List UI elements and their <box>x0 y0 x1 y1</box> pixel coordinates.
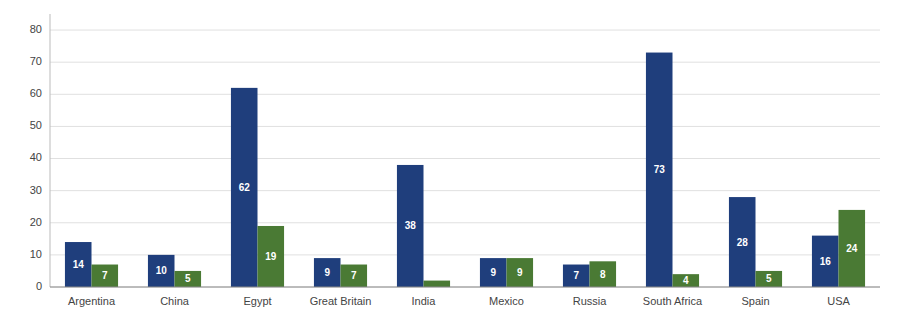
bar <box>590 261 617 287</box>
data-label: 28 <box>737 237 749 248</box>
grid-line <box>50 190 880 191</box>
grid-line <box>50 62 880 63</box>
y-tick-label: 0 <box>36 280 42 292</box>
data-label: 10 <box>156 265 168 276</box>
data-label: 73 <box>654 164 666 175</box>
x-axis-line <box>50 287 880 288</box>
bar <box>424 281 451 287</box>
bar <box>480 258 507 287</box>
x-tick-label: Egypt <box>243 295 271 307</box>
grid-line <box>50 158 880 159</box>
bar <box>812 236 839 287</box>
bar <box>563 265 590 287</box>
x-tick-label: Argentina <box>68 295 116 307</box>
x-tick-label: India <box>412 295 437 307</box>
data-label: 14 <box>73 259 85 270</box>
y-tick-label: 20 <box>30 216 42 228</box>
data-label: 24 <box>846 243 858 254</box>
grid-line <box>50 287 880 288</box>
bar <box>231 88 258 287</box>
bar <box>148 255 175 287</box>
bar <box>92 265 119 287</box>
chart: 0 10 20 30 40 50 60 70 80 14 10 62 9 38 9 7 73 28 16 7 5 19 7 9… <box>0 0 900 323</box>
y-tick-label: 30 <box>30 184 42 196</box>
x-tick-label: China <box>160 295 190 307</box>
y-tick-label: 80 <box>30 23 42 35</box>
x-tick-label: Spain <box>741 295 769 307</box>
data-label: 62 <box>239 182 251 193</box>
bar <box>341 265 368 287</box>
bar <box>839 210 866 287</box>
x-tick-label: USA <box>827 295 850 307</box>
data-label: 5 <box>766 273 772 284</box>
bar <box>175 271 202 287</box>
data-label: 19 <box>265 251 277 262</box>
y-tick-label: 60 <box>30 87 42 99</box>
bar <box>756 271 783 287</box>
x-tick-label: South Africa <box>643 295 703 307</box>
data-label: 7 <box>573 270 579 281</box>
grid <box>50 30 880 287</box>
bar <box>258 226 285 287</box>
y-tick-label: 50 <box>30 119 42 131</box>
bar <box>314 258 341 287</box>
bar <box>65 242 92 287</box>
bar <box>646 53 673 287</box>
x-tick-label: Russia <box>573 295 608 307</box>
bar <box>729 197 756 287</box>
bar <box>507 258 534 287</box>
grid-line <box>50 94 880 95</box>
bar <box>397 165 424 287</box>
data-label: 9 <box>517 267 523 278</box>
data-label: 9 <box>490 267 496 278</box>
grid-line <box>50 30 880 31</box>
bar <box>673 274 700 287</box>
y-axis-line <box>50 14 51 287</box>
bars <box>65 53 865 287</box>
y-tick-label: 70 <box>30 55 42 67</box>
data-label: 7 <box>102 270 108 281</box>
grid-line <box>50 126 880 127</box>
y-tick-label: 10 <box>30 248 42 260</box>
data-label: 7 <box>351 270 357 281</box>
data-label: 4 <box>683 275 689 286</box>
x-tick-label: Great Britain <box>310 295 372 307</box>
data-label: 9 <box>324 267 330 278</box>
x-tick-label: Mexico <box>489 295 524 307</box>
data-label: 5 <box>185 273 191 284</box>
data-label: 16 <box>820 256 832 267</box>
data-label: 38 <box>405 220 417 231</box>
data-labels: 14 10 62 9 38 9 7 73 28 16 7 5 19 7 9 8 4 5 24 <box>73 164 858 286</box>
data-label: 8 <box>600 269 606 280</box>
y-tick-label: 40 <box>30 151 42 163</box>
